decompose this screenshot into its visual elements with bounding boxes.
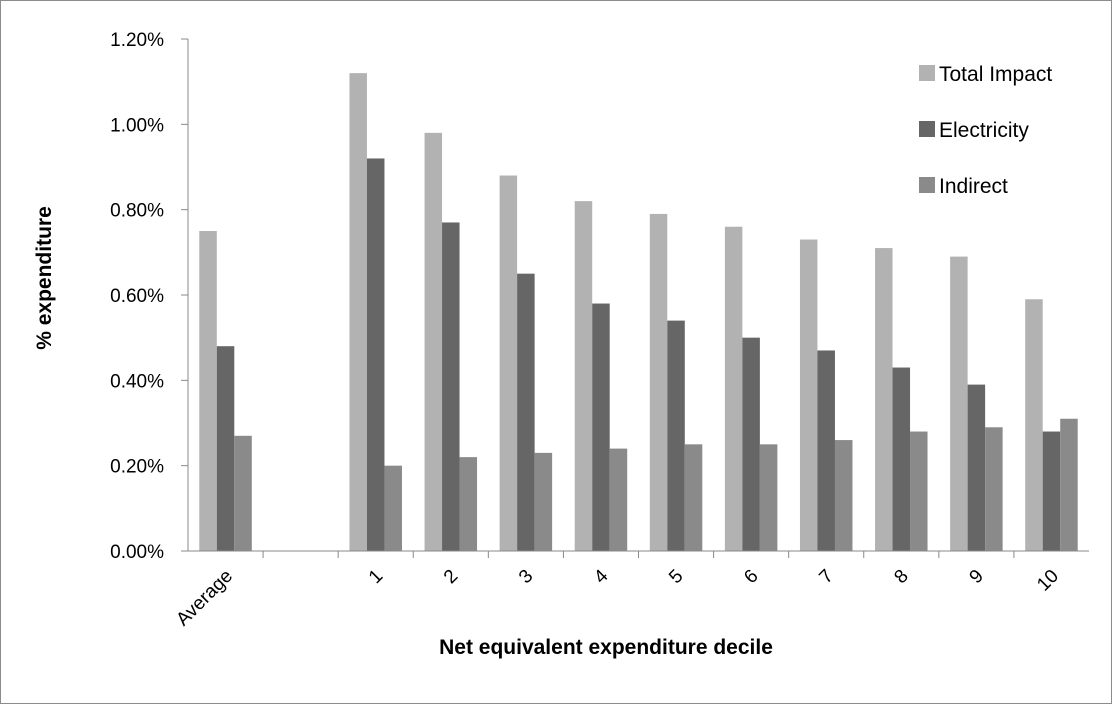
y-axis-title: % expenditure (33, 206, 56, 350)
y-tick-label: 0.00% (110, 542, 164, 563)
x-tick-label: 6 (740, 566, 762, 588)
bar-indirect (459, 457, 478, 551)
bar-electricity (667, 320, 685, 551)
y-tick-label: 1.20% (110, 30, 164, 51)
y-tick-label: 0.20% (110, 457, 164, 478)
x-tick-label: 5 (665, 566, 687, 588)
bar-total-impact (799, 239, 818, 552)
bar-total-impact (199, 231, 217, 551)
bar-indirect (834, 440, 853, 551)
bar-electricity (892, 367, 911, 551)
x-tick-label: 9 (966, 566, 988, 588)
bar-total-impact (724, 226, 743, 551)
x-axis-ticks (262, 551, 1015, 558)
bar-electricity (592, 303, 610, 551)
bar-electricity (216, 346, 235, 551)
bar-total-impact (499, 175, 518, 552)
x-tick-label: 4 (590, 565, 613, 588)
x-tick-label: Average (172, 566, 237, 631)
y-tick-label: 0.80% (110, 201, 164, 222)
y-tick-label: 0.60% (110, 286, 164, 307)
legend-label: Electricity (939, 119, 1029, 142)
bar-indirect (910, 431, 928, 551)
bar-indirect (384, 465, 402, 551)
bar-indirect (759, 444, 778, 551)
bar-electricity (366, 158, 385, 551)
x-tick-label: 10 (1033, 566, 1063, 596)
y-axis-ticks: 0.00% 0.20% 0.40% 0.60% 0.80% 1.00% 1.20% (110, 30, 188, 563)
bar-total-impact (875, 248, 893, 552)
legend: Total Impact Electricity Indirect (919, 63, 1052, 198)
bar-electricity (442, 222, 460, 551)
legend-swatch (919, 65, 935, 81)
x-tick-label: 3 (515, 566, 537, 588)
bar-total-impact (349, 73, 367, 551)
x-tick-label: 8 (890, 566, 912, 588)
bar-total-impact (574, 201, 593, 551)
bar-indirect (985, 427, 1003, 551)
bar-electricity (817, 350, 835, 551)
legend-swatch (919, 177, 935, 193)
bar-total-impact (950, 256, 968, 551)
bar-indirect (534, 452, 553, 551)
x-axis-tick-labels: Average 1 2 3 4 5 6 7 8 9 10 (172, 565, 1063, 630)
y-tick-label: 0.40% (110, 371, 164, 392)
bar-total-impact (649, 213, 668, 551)
bar-electricity (742, 337, 760, 551)
y-tick-label: 1.00% (110, 115, 164, 136)
bars (199, 73, 1078, 552)
x-tick-label: 1 (365, 566, 387, 588)
bar-indirect (234, 435, 252, 551)
bar-total-impact (1025, 299, 1043, 551)
bar-indirect (684, 444, 703, 551)
legend-label: Indirect (939, 175, 1008, 198)
legend-swatch (919, 121, 935, 137)
bar-electricity (967, 384, 986, 551)
bar-electricity (517, 273, 535, 551)
x-axis-title: Net equivalent expenditure decile (439, 636, 773, 659)
bar-indirect (1060, 418, 1078, 551)
legend-label: Total Impact (939, 63, 1052, 86)
bar-electricity (1042, 431, 1061, 551)
x-tick-label: 2 (440, 566, 462, 588)
bar-indirect (609, 448, 628, 551)
bar-total-impact (424, 132, 443, 551)
x-tick-label: 7 (815, 566, 837, 588)
